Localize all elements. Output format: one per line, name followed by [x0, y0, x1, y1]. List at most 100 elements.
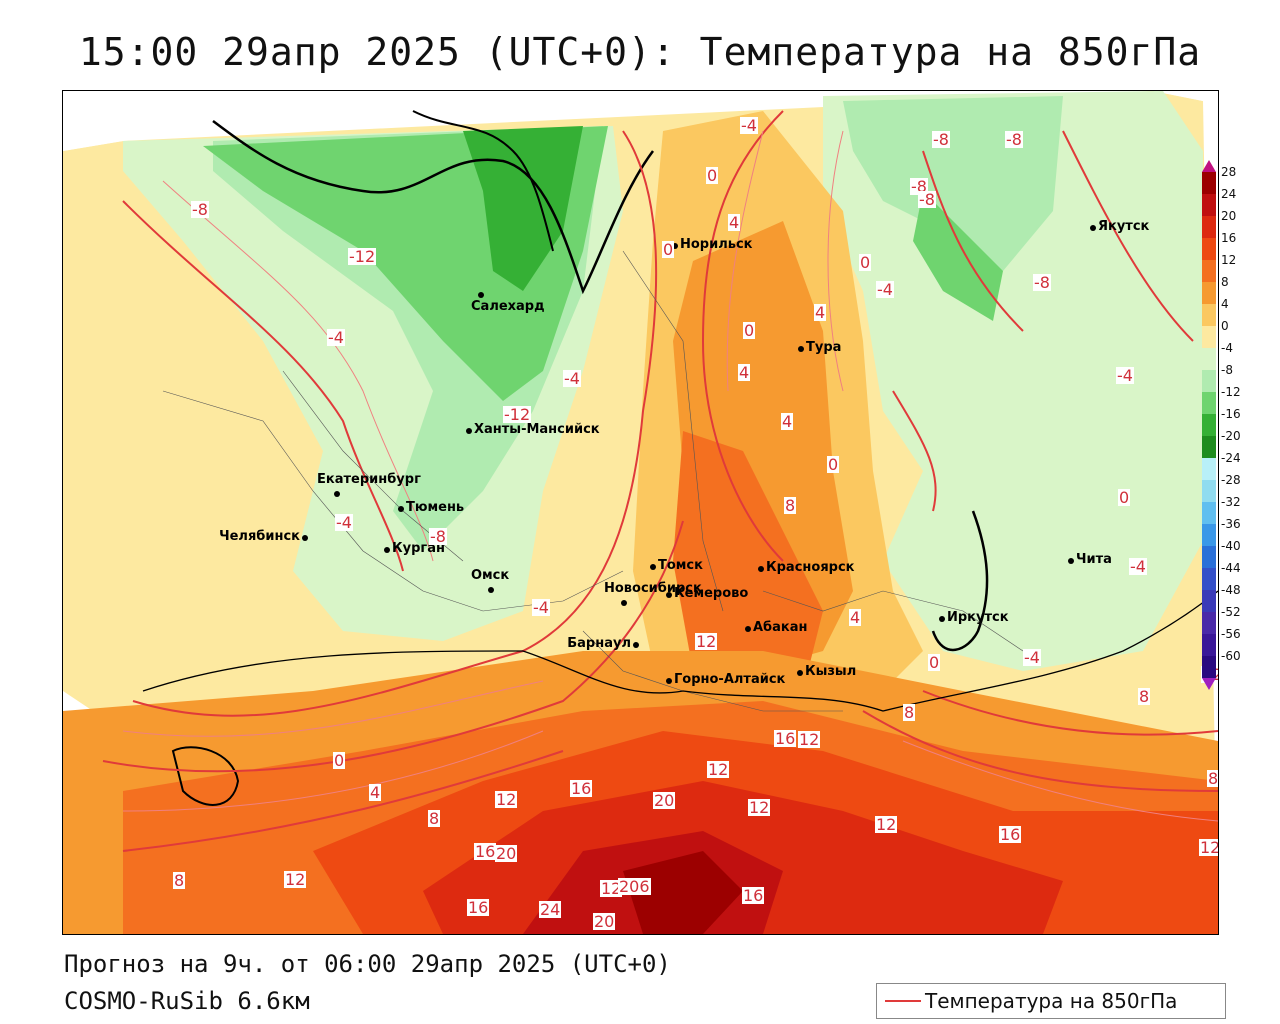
scale-tick-label: 24 [1221, 187, 1237, 201]
contour-value-label: 0 [1118, 488, 1131, 507]
contour-value-label: 12 [495, 790, 518, 809]
city-label: Екатеринбург [317, 472, 421, 487]
scale-color-cell [1202, 392, 1216, 414]
contour-value-label: 16 [467, 898, 490, 917]
contour-value-label: 8 [173, 871, 186, 890]
city-marker [650, 564, 656, 570]
city-label: Томск [658, 558, 703, 573]
scale-color-cell [1202, 370, 1216, 392]
scale-tick-label: -24 [1221, 451, 1241, 465]
contour-value-label: 4 [814, 303, 827, 322]
color-scale-bar [1202, 160, 1216, 690]
city-marker [758, 566, 764, 572]
scale-tick-label: -52 [1221, 605, 1241, 619]
forecast-info: Прогноз на 9ч. от 06:00 29апр 2025 (UTC+… [64, 950, 671, 978]
color-scale: 28 24 20 16 12 8 4 0 -4 -8 -12 -16 -20 -24 -28 -32 -36 -4… [1200, 160, 1260, 690]
contour-value-label: 24 [539, 900, 562, 919]
city-marker [672, 243, 678, 249]
map-title: 15:00 29апр 2025 (UTC+0): Температура на… [78, 30, 1202, 74]
contour-value-label: -8 [191, 200, 209, 219]
contour-value-label: -8 [1005, 130, 1023, 149]
city-marker [621, 600, 627, 606]
scale-color-cell [1202, 304, 1216, 326]
scale-top-arrow [1202, 160, 1216, 172]
scale-color-cell [1202, 282, 1216, 304]
map-area: Норильск Салехард Якутск Тура Ханты-Мансийск… [62, 90, 1219, 935]
city-label: Новосибирск [604, 581, 702, 596]
contour-value-label: 4 [369, 783, 382, 802]
city-marker [745, 626, 751, 632]
city-label: Тура [806, 340, 842, 355]
scale-tick-label: 0 [1221, 319, 1229, 333]
scale-color-cell [1202, 194, 1216, 216]
city-marker [398, 506, 404, 512]
city-marker [466, 428, 472, 434]
scale-tick-label: -12 [1221, 385, 1241, 399]
contour-value-label: 8 [428, 809, 441, 828]
contour-value-label: 12 [600, 879, 623, 898]
contour-value-label: 4 [728, 213, 741, 232]
scale-color-cell [1202, 480, 1216, 502]
contour-value-label: 206 [618, 877, 651, 896]
contour-value-label: 20 [495, 844, 518, 863]
scale-color-cell [1202, 436, 1216, 458]
contour-value-label: 20 [653, 791, 676, 810]
scale-color-cell [1202, 502, 1216, 524]
city-marker [666, 678, 672, 684]
city-label: Якутск [1098, 219, 1150, 234]
contour-value-label: -8 [1033, 273, 1051, 292]
scale-color-cell [1202, 260, 1216, 282]
city-label: Иркутск [947, 610, 1009, 625]
contour-value-label: 12 [284, 870, 307, 889]
city-marker [633, 642, 639, 648]
scale-color-cell [1202, 612, 1216, 634]
scale-tick-label: -32 [1221, 495, 1241, 509]
scale-tick-label: -28 [1221, 473, 1241, 487]
city-marker [666, 592, 672, 598]
contour-value-label: 12 [707, 760, 730, 779]
contour-value-label: 0 [662, 240, 675, 259]
city-label: Красноярск [766, 560, 855, 575]
city-label: Ханты-Мансийск [474, 422, 600, 437]
city-marker [478, 292, 484, 298]
contour-value-label: 4 [849, 608, 862, 627]
scale-color-cell [1202, 546, 1216, 568]
city-label: Абакан [753, 620, 808, 635]
scale-tick-label: 16 [1221, 231, 1237, 245]
contour-value-label: -4 [1129, 557, 1147, 576]
contour-value-label: -12 [348, 247, 377, 266]
line-legend: Температура на 850гПа [876, 983, 1226, 1019]
scale-color-cell [1202, 590, 1216, 612]
scale-tick-label: -40 [1221, 539, 1241, 553]
scale-tick-label: -56 [1221, 627, 1241, 641]
city-marker [797, 670, 803, 676]
contour-value-label: 16 [474, 842, 497, 861]
city-marker [798, 346, 804, 352]
city-marker [334, 491, 340, 497]
city-label: Барнаул [567, 636, 631, 651]
scale-tick-label: 4 [1221, 297, 1229, 311]
contour-value-label: -8 [429, 527, 447, 546]
contour-value-label: -12 [503, 405, 532, 424]
scale-tick-label: -36 [1221, 517, 1241, 531]
city-label: Кызыл [805, 664, 857, 679]
scale-tick-label: -16 [1221, 407, 1241, 421]
scale-tick-label: 28 [1221, 165, 1237, 179]
model-info: COSMO-RuSib 6.6км [64, 987, 310, 1015]
contour-value-label: 0 [827, 455, 840, 474]
scale-tick-label: 12 [1221, 253, 1237, 267]
contour-value-label: 0 [743, 321, 756, 340]
scale-bottom-arrow [1202, 678, 1216, 690]
city-marker [939, 616, 945, 622]
scale-tick-label: 8 [1221, 275, 1229, 289]
contour-value-label: 16 [742, 886, 765, 905]
contour-value-label: 8 [1207, 769, 1219, 788]
contour-value-label: 8 [903, 703, 916, 722]
legend-line-swatch [885, 1000, 921, 1002]
contour-value-label: 8 [1138, 687, 1151, 706]
scale-color-cell [1202, 656, 1216, 678]
contour-value-label: -4 [532, 598, 550, 617]
scale-color-cell [1202, 568, 1216, 590]
city-marker [1090, 225, 1096, 231]
contour-value-label: 12 [875, 815, 898, 834]
